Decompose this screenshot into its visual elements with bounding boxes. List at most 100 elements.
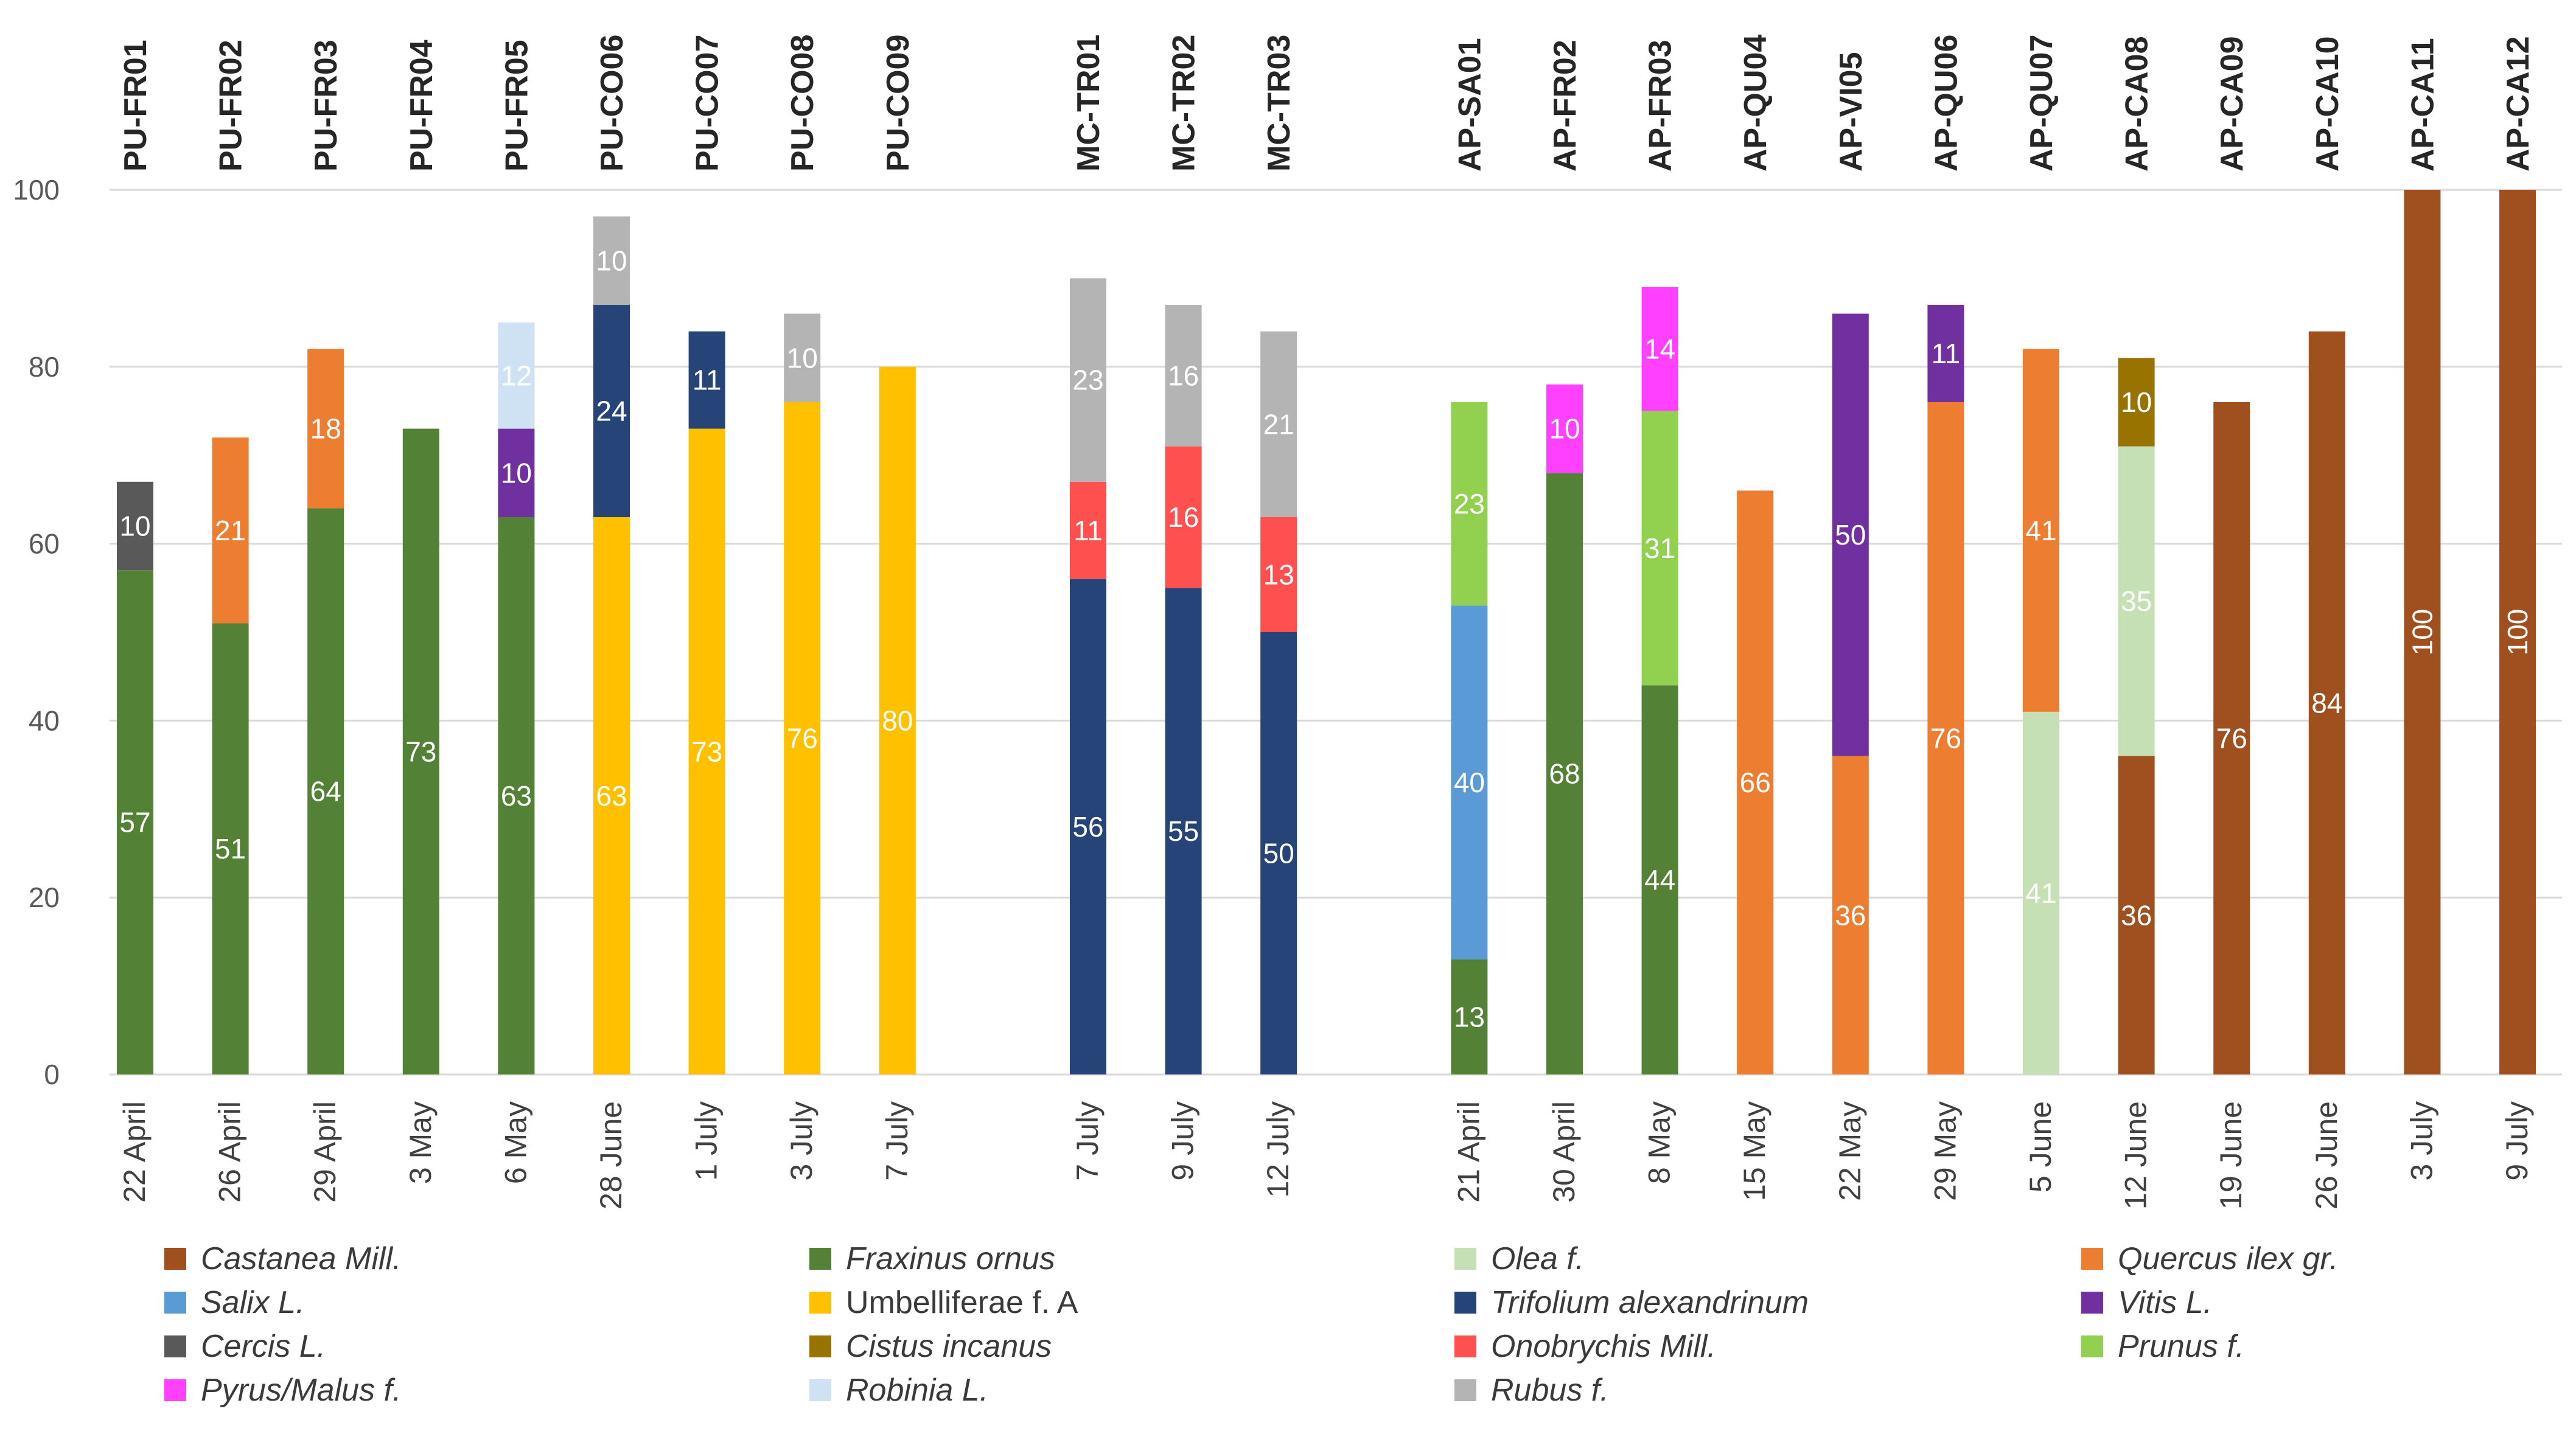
bar-segment	[307, 508, 344, 1074]
bar-ap-ca11: 100	[2404, 190, 2441, 1074]
x-tick-label: 7 July	[880, 1101, 914, 1181]
data-label: 76	[2216, 722, 2247, 754]
bar-pu-co06: 63 24 10	[593, 216, 630, 1074]
data-label: 63	[596, 780, 627, 812]
x-axis-labels: 22 April 26 April 29 April 3 May 6 May 28 Jun…	[117, 1101, 2534, 1210]
data-label: 24	[596, 395, 627, 427]
legend-swatch	[809, 1292, 831, 1314]
x-tick-label: 26 June	[2309, 1101, 2344, 1210]
bar-segment	[2118, 446, 2155, 756]
bar-segment	[2499, 190, 2536, 1074]
legend-item: Trifolium alexandrinum	[1454, 1285, 2081, 1320]
sample-id-label: PU-CO07	[690, 35, 725, 172]
x-tick-label: 3 July	[2404, 1101, 2438, 1181]
bar-segment	[1260, 331, 1297, 517]
bar-segment	[593, 216, 630, 305]
sample-id-label: AP-QU07	[2024, 35, 2059, 172]
bar-segment	[784, 313, 821, 402]
bar-segment	[1641, 685, 1678, 1074]
x-tick-label: 8 May	[1642, 1101, 1677, 1184]
legend: Castanea Mill. Fraxinus ornus Olea f. Querc…	[164, 1241, 2538, 1408]
data-label: 64	[310, 776, 341, 807]
legend-label: Pyrus/Malus f.	[201, 1373, 402, 1408]
data-label: 80	[882, 705, 913, 736]
x-tick-label: 12 July	[1261, 1101, 1295, 1197]
legend-swatch	[1454, 1248, 1476, 1270]
y-tick-label: 60	[29, 528, 60, 560]
legend-swatch	[164, 1248, 186, 1270]
bar-segment	[2023, 711, 2059, 1074]
bar-segment	[2404, 190, 2441, 1074]
legend-swatch	[164, 1292, 186, 1314]
bar-segment	[2118, 756, 2155, 1074]
legend-item: Onobrychis Mill.	[1454, 1329, 2081, 1364]
legend-item: Prunus f.	[2081, 1329, 2519, 1364]
x-tick-label: 9 July	[2500, 1101, 2534, 1181]
bar-ap-ca08: 36 35 10	[2118, 358, 2155, 1074]
bar-segment	[1641, 287, 1678, 411]
sample-id-label: PU-CO09	[881, 35, 916, 172]
bar-pu-fr03: 64 18	[307, 349, 344, 1074]
legend-item: Fraxinus ornus	[809, 1241, 1454, 1276]
bar-segment	[2213, 402, 2250, 1075]
bar-segment	[1927, 402, 1964, 1075]
data-label: 76	[787, 722, 818, 754]
bar-pu-co07: 73 11	[688, 331, 725, 1074]
bar-mc-tr02: 55 16 16	[1165, 305, 1202, 1074]
x-tick-label: 3 July	[784, 1101, 819, 1181]
data-label: 10	[1549, 413, 1580, 445]
legend-label: Olea f.	[1491, 1241, 1585, 1276]
legend-swatch	[164, 1335, 186, 1357]
gridlines	[110, 189, 2562, 1076]
data-label: 50	[1835, 519, 1866, 551]
data-label: 76	[1930, 722, 1961, 754]
legend-label: Cercis L.	[201, 1329, 326, 1364]
legend-label: Salix L.	[201, 1285, 305, 1320]
data-label: 21	[1263, 408, 1294, 440]
data-label: 41	[2025, 877, 2056, 909]
data-label: 63	[501, 780, 532, 812]
bar-segment	[1832, 756, 1869, 1074]
legend-item: Cercis L.	[164, 1329, 809, 1364]
data-label: 31	[1644, 532, 1675, 564]
bar-segment	[1737, 490, 1774, 1074]
bar-segment	[1070, 481, 1106, 579]
bar-segment	[688, 331, 725, 429]
bar-ap-ca09: 76	[2213, 402, 2250, 1075]
bar-pu-fr05: 63 10 12	[498, 322, 535, 1074]
bar-ap-fr03: 44 31 14	[1641, 287, 1678, 1074]
bars: 57 10 51 21 64 18 73 63 10 12 63 24 10 73 11 76 10 80 56 11…	[117, 190, 2536, 1075]
legend-swatch	[1454, 1335, 1476, 1357]
bar-segment	[1832, 313, 1869, 756]
bar-segment	[1165, 588, 1202, 1074]
data-label: 12	[501, 360, 532, 391]
bar-segment	[212, 623, 249, 1074]
x-tick-label: 22 May	[1833, 1101, 1867, 1201]
sample-id-label: AP-FR03	[1643, 40, 1678, 172]
bar-segment	[117, 570, 153, 1074]
data-label: 16	[1168, 360, 1199, 391]
x-tick-label: 19 June	[2214, 1101, 2248, 1210]
data-label: 51	[215, 833, 246, 865]
sample-id-label: AP-QU06	[1929, 35, 1964, 172]
sample-id-label: AP-CA12	[2501, 37, 2536, 172]
x-tick-label: 29 May	[1928, 1101, 1962, 1201]
legend-item: Salix L.	[164, 1285, 809, 1320]
legend-swatch	[809, 1248, 831, 1270]
bar-segment	[1260, 632, 1297, 1074]
legend-item: Quercus ilex gr.	[2081, 1241, 2519, 1276]
legend-swatch	[1454, 1379, 1476, 1401]
x-tick-label: 1 July	[689, 1101, 724, 1181]
bar-pu-fr02: 51 21	[212, 437, 249, 1074]
sample-id-label: PU-FR03	[309, 40, 344, 172]
legend-swatch	[1454, 1292, 1476, 1314]
data-label: 50	[1263, 838, 1294, 869]
data-label: 100	[2406, 609, 2438, 656]
bar-segment	[2308, 331, 2345, 1074]
legend-item: Robinia L.	[809, 1373, 1454, 1408]
sample-id-label: PU-CO08	[785, 35, 820, 172]
sample-id-label: PU-FR05	[499, 40, 534, 172]
data-label: 21	[215, 515, 246, 546]
x-tick-label: 30 April	[1547, 1101, 1581, 1203]
